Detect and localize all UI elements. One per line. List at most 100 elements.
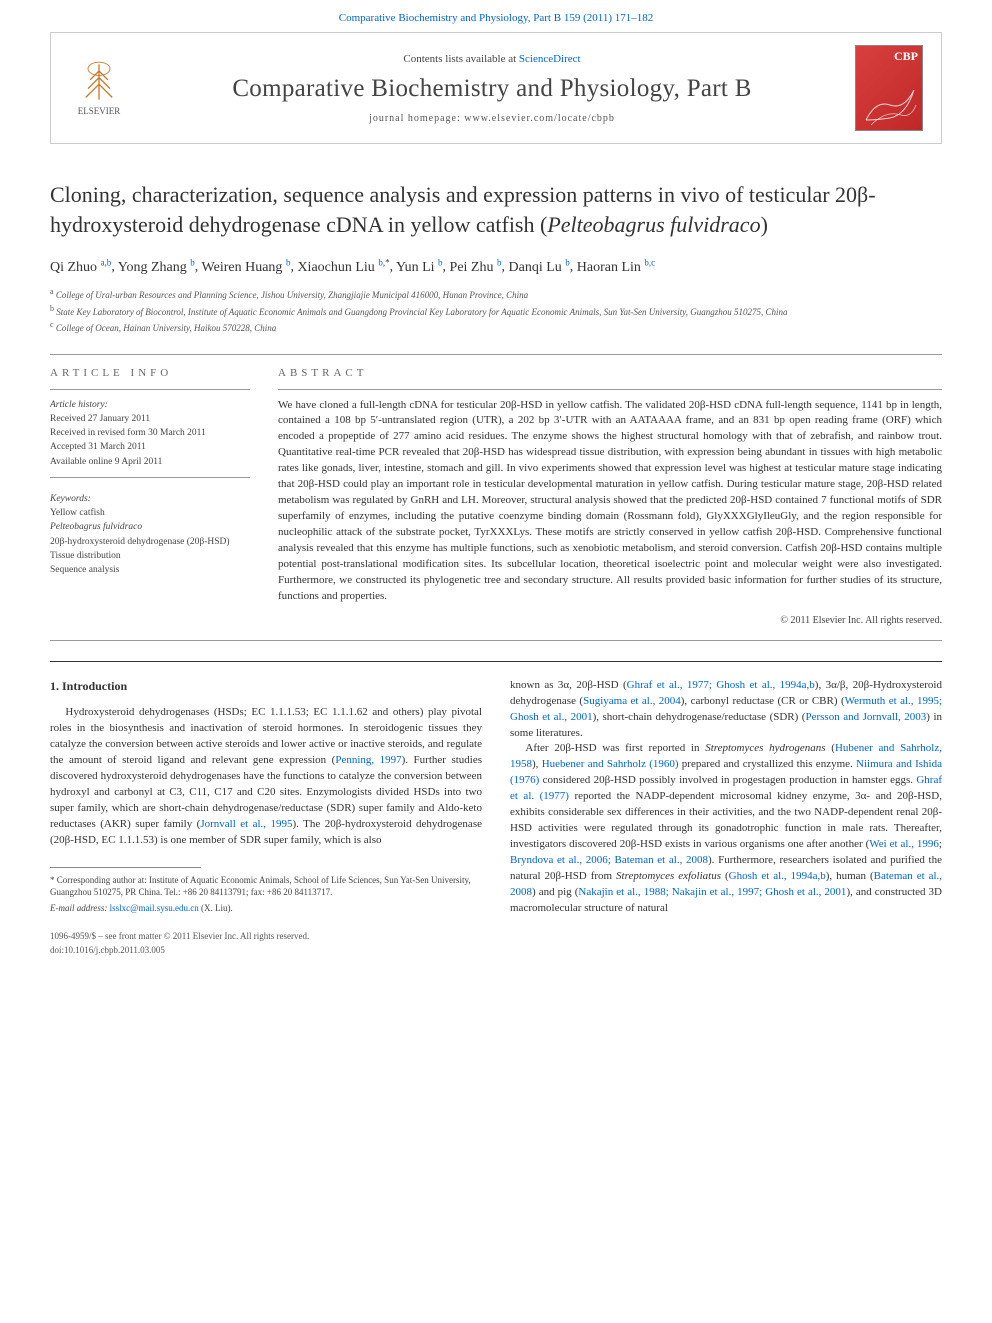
journal-banner: ELSEVIER Contents lists available at Sci… — [50, 32, 942, 144]
email-label: E-mail address: — [50, 903, 107, 913]
history-label: Article history: — [50, 398, 250, 412]
intro-heading: 1. Introduction — [50, 678, 482, 695]
author-affil-link[interactable]: b — [497, 257, 502, 267]
divider-full — [50, 661, 942, 662]
c2p2b: ( — [826, 742, 835, 754]
journal-name: Comparative Biochemistry and Physiology,… — [147, 75, 837, 103]
contents-prefix: Contents lists available at — [403, 53, 518, 65]
email-suffix: (X. Liu). — [199, 903, 233, 913]
cbp-cover-graphic — [856, 70, 924, 130]
ref-ghosh94[interactable]: Ghosh et al., 1994a,b — [729, 870, 826, 882]
c2p2e: considered 20β-HSD possibly involved in … — [539, 774, 916, 786]
keyword: Tissue distribution — [50, 549, 250, 563]
ref-jornvall[interactable]: Jornvall et al., 1995 — [200, 818, 292, 830]
ref-bryndova[interactable]: Bryndova et al., 2006; Bateman et al., 2… — [510, 854, 708, 866]
col2-para-1: known as 3α, 20β-HSD (Ghraf et al., 1977… — [510, 678, 942, 742]
article-info-label: ARTICLE INFO — [50, 367, 250, 379]
author: Haoran Lin b,c — [577, 260, 655, 275]
author: Danqi Lu b — [509, 260, 570, 275]
history-block: Article history: Received 27 January 201… — [50, 398, 250, 469]
author-affil-link[interactable]: b — [286, 257, 291, 267]
footnote-separator — [50, 867, 201, 868]
species-exfoliatus: Streptomyces exfoliatus — [616, 870, 721, 882]
author: Qi Zhuo a,b — [50, 260, 111, 275]
author-affil-link[interactable]: a,b — [101, 257, 112, 267]
author: Xiaochun Liu b,* — [297, 260, 389, 275]
title-part3: ) — [761, 212, 768, 237]
history-received: Received 27 January 2011 — [50, 412, 250, 426]
ref-sugiyama[interactable]: Sugiyama et al., 2004 — [583, 695, 681, 707]
author: Yong Zhang b — [118, 260, 195, 275]
abstract-col: ABSTRACT We have cloned a full-length cD… — [278, 367, 942, 626]
corr-text: * Corresponding author at: Institute of … — [50, 874, 482, 899]
c2p1d: ), short-chain dehydrogenase/reductase (… — [593, 711, 806, 723]
footer-doi: doi:10.1016/j.cbpb.2011.03.005 — [50, 945, 942, 955]
keyword: Yellow catfish — [50, 506, 250, 520]
c2p2g: ; — [939, 838, 942, 850]
homepage-prefix: journal homepage: — [369, 113, 464, 124]
history-online: Available online 9 April 2011 — [50, 455, 250, 469]
author: Pei Zhu b — [450, 260, 502, 275]
c2p2i: ( — [721, 870, 729, 882]
c2p2k: ) and pig ( — [532, 886, 578, 898]
divider-top — [50, 354, 942, 355]
intro-para-1: Hydroxysteroid dehydrogenases (HSDs; EC … — [50, 705, 482, 848]
c2p2d: prepared and crystallized this enzyme. — [679, 758, 856, 770]
ref-ghraf-ghosh[interactable]: Ghraf et al., 1977; Ghosh et al., 1994a,… — [627, 679, 815, 691]
author: Weiren Huang b — [202, 260, 291, 275]
footer-copyright: 1096-4959/$ – see front matter © 2011 El… — [50, 931, 942, 941]
ref-wei96[interactable]: Wei et al., 1996 — [869, 838, 939, 850]
cbp-label: CBP — [894, 49, 918, 64]
homepage-line: journal homepage: www.elsevier.com/locat… — [147, 113, 837, 124]
ref-persson[interactable]: Persson and Jornvall, 2003 — [805, 711, 926, 723]
info-divider-2 — [50, 477, 250, 478]
affiliation: a College of Ural-urban Resources and Pl… — [50, 286, 942, 303]
elsevier-tree-icon — [77, 60, 121, 104]
article-title: Cloning, characterization, sequence anal… — [50, 180, 942, 239]
author-affil-link[interactable]: b — [565, 257, 570, 267]
article-info-col: ARTICLE INFO Article history: Received 2… — [50, 367, 250, 626]
keyword: 20β-hydroxysteroid dehydrogenase (20β-HS… — [50, 535, 250, 549]
affiliation: b State Key Laboratory of Biocontrol, In… — [50, 303, 942, 320]
ref-huebener60[interactable]: Huebener and Sahrholz (1960) — [542, 758, 679, 770]
species-hydrogenans: Streptomyces hydrogenans — [705, 742, 825, 754]
corresponding-footnote: * Corresponding author at: Institute of … — [50, 874, 482, 915]
elsevier-label: ELSEVIER — [78, 106, 121, 116]
c2p2c: ), — [532, 758, 542, 770]
divider-bottom — [50, 640, 942, 641]
c2p1a: known as 3α, 20β-HSD ( — [510, 679, 627, 691]
author-affil-link[interactable]: b — [438, 257, 443, 267]
elsevier-logo: ELSEVIER — [69, 53, 129, 123]
c2p2a: After 20β-HSD was first reported in — [525, 742, 705, 754]
col2-para-2: After 20β-HSD was first reported in Stre… — [510, 741, 942, 916]
c2p1c: ), carbonyl reductase (CR or CBR) ( — [681, 695, 845, 707]
title-species: Pelteobagrus fulvidraco — [547, 212, 760, 237]
sciencedirect-link[interactable]: ScienceDirect — [519, 53, 581, 65]
affiliation: c College of Ocean, Hainan University, H… — [50, 319, 942, 336]
abstract-label: ABSTRACT — [278, 367, 942, 379]
cbp-cover-thumb: CBP — [855, 45, 923, 131]
author: Yun Li b — [396, 260, 443, 275]
info-divider-1 — [50, 389, 250, 390]
author-affil-link[interactable]: b,c — [644, 257, 655, 267]
keyword: Pelteobagrus fulvidraco — [50, 520, 250, 534]
homepage-url: www.elsevier.com/locate/cbpb — [464, 113, 615, 124]
header-citation: Comparative Biochemistry and Physiology,… — [0, 0, 992, 32]
header-citation-link[interactable]: Comparative Biochemistry and Physiology,… — [339, 12, 654, 24]
author-affil-link[interactable]: b — [190, 257, 195, 267]
ref-penning[interactable]: Penning, 1997 — [335, 754, 401, 766]
column-left: 1. Introduction Hydroxysteroid dehydroge… — [50, 678, 482, 917]
ref-nakajin[interactable]: Nakajin et al., 1988; Nakajin et al., 19… — [578, 886, 846, 898]
banner-center: Contents lists available at ScienceDirec… — [147, 53, 837, 124]
abstract-divider — [278, 389, 942, 390]
page-footer: 1096-4959/$ – see front matter © 2011 El… — [0, 917, 992, 975]
keywords-label: Keywords: — [50, 492, 250, 506]
abstract-text: We have cloned a full-length cDNA for te… — [278, 398, 942, 605]
corr-email-link[interactable]: lsslxc@mail.sysu.edu.cn — [110, 903, 199, 913]
c2p2j: ), human ( — [826, 870, 874, 882]
article-front: Cloning, characterization, sequence anal… — [0, 144, 992, 662]
contents-line: Contents lists available at ScienceDirec… — [147, 53, 837, 65]
author-list: Qi Zhuo a,b, Yong Zhang b, Weiren Huang … — [50, 257, 942, 276]
keywords-block: Keywords: Yellow catfishPelteobagrus ful… — [50, 492, 250, 578]
keyword: Sequence analysis — [50, 563, 250, 577]
